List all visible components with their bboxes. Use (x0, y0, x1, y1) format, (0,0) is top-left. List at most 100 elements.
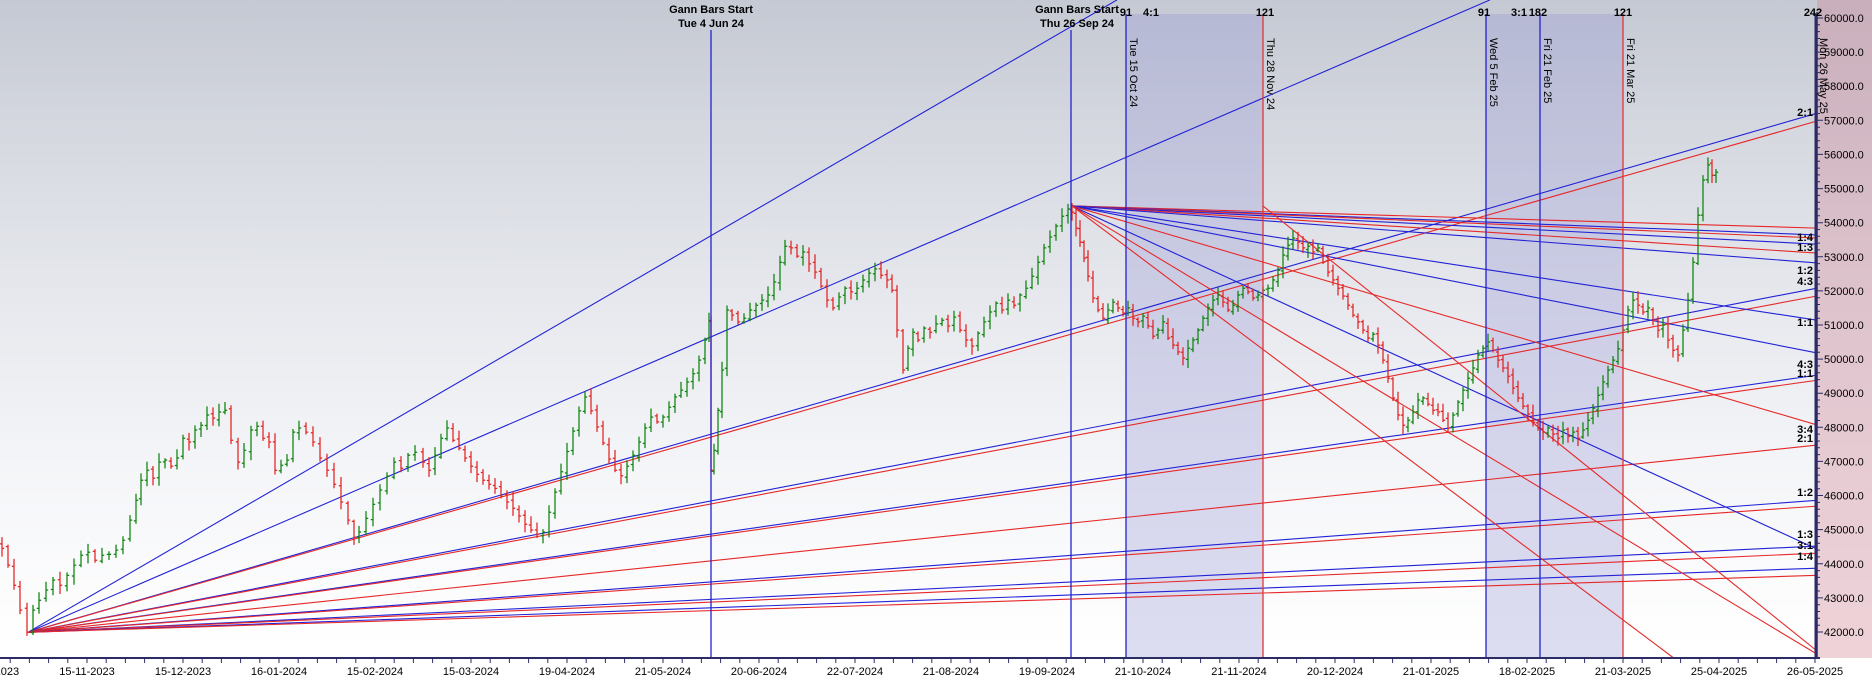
gann-fan-line-1-1[interactable] (27, 379, 1818, 633)
y-axis-price-label: 49000.0 (1824, 388, 1864, 400)
labels-layer: Gann Bars Start Tue 4 Jun 24 Gann Bars Sta… (0, 4, 1864, 678)
gann-fan-line-1-3[interactable] (1071, 205, 1818, 239)
x-axis-date-label: 21-08-2024 (923, 666, 979, 678)
cycle-bands-layer (1126, 0, 1872, 658)
y-axis-price-label: 48000.0 (1824, 422, 1864, 434)
y-axis-price-label: 51000.0 (1824, 320, 1864, 332)
gann-fan-line-1-4[interactable] (27, 574, 1818, 633)
x-axis-date-label: 21-10-2024 (1115, 666, 1171, 678)
gann-fan-line-1-3[interactable] (1071, 205, 1818, 245)
cycle-count-label: 91 (1120, 7, 1132, 19)
y-axis-price-label: 44000.0 (1824, 559, 1864, 571)
cycle-count-label: 4:1 (1143, 7, 1159, 19)
x-axis-date-label: 16-01-2024 (251, 666, 307, 678)
cycle-count-label: 3:1 (1511, 7, 1527, 19)
gann-bars-start-title: Gann Bars Start (1035, 4, 1119, 16)
ohlc-bars-down (0, 159, 1715, 636)
gann-fan-line-1-2[interactable] (27, 505, 1818, 633)
x-axis-date-label: 26-05-2025 (1787, 666, 1843, 678)
gann-fan-line-4-3[interactable] (27, 287, 1818, 633)
x-axis-date-label: 15-12-2023 (155, 666, 211, 678)
gann-fan-line-1-3[interactable] (27, 545, 1818, 633)
gann-ratio-label: 1:1 (1797, 317, 1813, 329)
gann-ratio-label: 1:3 (1797, 242, 1813, 254)
x-axis-date-label: 21-01-2025 (1403, 666, 1459, 678)
x-axis-date-label: 25-04-2025 (1691, 666, 1747, 678)
y-axis-price-label: 45000.0 (1824, 525, 1864, 537)
x-axis-date-label: 20-12-2024 (1307, 666, 1363, 678)
y-axis-price-label: 54000.0 (1824, 218, 1864, 230)
cycle-count-label: 121 (1614, 7, 1632, 19)
cycle-date-label: Fri 21 Mar 25 (1624, 38, 1636, 103)
gann-fan-line-2-1[interactable] (27, 120, 1818, 633)
x-axis-date-label: 15-03-2024 (443, 666, 499, 678)
cycle-count-label: 91 (1478, 7, 1490, 19)
gann-fan-line-1-3[interactable] (27, 552, 1818, 633)
y-axis-price-label: 57000.0 (1824, 115, 1864, 127)
gann-ratio-label: 3:1 (1797, 540, 1813, 552)
cycle-vertical-lines-layer[interactable] (710, 14, 1818, 658)
y-axis-price-label: 46000.0 (1824, 491, 1864, 503)
x-axis-date-label: 18-02-2025 (1499, 666, 1555, 678)
gann-fan-line-1-4[interactable] (1071, 205, 1818, 229)
x-axis-date-label: 21-11-2024 (1211, 666, 1266, 678)
time-cycle-band (1486, 14, 1623, 658)
gann-ratio-label: 1:4 (1797, 232, 1814, 244)
gann-ratio-label: 4:3 (1797, 359, 1813, 371)
gann-fan-line-4-3[interactable] (27, 295, 1818, 633)
x-axis-date-label: 19-09-2024 (1019, 666, 1075, 678)
gann-fan-line-2-1[interactable] (27, 112, 1818, 633)
x-axis-date-label: 19-04-2024 (539, 666, 595, 678)
gann-fan-line-steep[interactable] (1071, 205, 1675, 658)
gann-ratio-label: 1:2 (1797, 265, 1813, 277)
cycle-count-label: 182 (1529, 7, 1547, 19)
gann-fan-line-1-2[interactable] (27, 499, 1818, 633)
x-axis-date-label: 15-02-2024 (347, 666, 403, 678)
gann-bars-start-title: Gann Bars Start (669, 4, 753, 16)
x-axis-date-label: 20-06-2024 (731, 666, 787, 678)
y-axis-price-label: 58000.0 (1824, 81, 1864, 93)
y-axis-price-label: 43000.0 (1824, 593, 1864, 605)
gann-fan-line-2-1[interactable] (1071, 205, 1818, 426)
x-axis-date-label: 21-05-2024 (635, 666, 691, 678)
y-axis-price-label: 42000.0 (1824, 627, 1864, 639)
y-axis-price-label: 59000.0 (1824, 47, 1864, 59)
y-axis-ticks (1817, 17, 1823, 633)
gann-fan-lines-layer[interactable] (27, 0, 1818, 658)
gann-fan-line-1-4[interactable] (27, 567, 1818, 633)
gann-fan-line-1-1[interactable] (27, 374, 1818, 633)
gann-fan-line-1-2[interactable] (1071, 205, 1818, 264)
gann-fan-line-3-4[interactable] (27, 444, 1818, 633)
y-axis-price-label: 50000.0 (1824, 354, 1864, 366)
cycle-date-label: Thu 28 Nov 24 (1264, 38, 1276, 110)
gann-ratio-label: 1:4 (1797, 551, 1814, 563)
cycle-date-label: Fri 21 Feb 25 (1541, 38, 1553, 103)
time-cycle-band (1126, 14, 1263, 658)
gann-ratio-label: 4:3 (1797, 276, 1813, 288)
y-axis-price-label: 47000.0 (1824, 456, 1864, 468)
gann-fan-line-4-1[interactable] (1071, 205, 1818, 655)
cycle-date-label: Wed 5 Feb 25 (1487, 38, 1499, 107)
cycle-count-label: 121 (1256, 7, 1274, 19)
gann-fan-line-1-2[interactable] (1071, 205, 1818, 254)
gann-fan-line-3-1[interactable] (1071, 205, 1818, 550)
y-axis-price-label: 56000.0 (1824, 149, 1864, 161)
gann-fan-line-4-1[interactable] (27, 0, 1118, 633)
axes-layer (0, 12, 1823, 663)
x-axis-date-label: 21-03-2025 (1595, 666, 1651, 678)
gann-fan-line-3-1[interactable] (27, 0, 1491, 633)
gann-ratio-label: 1:1 (1797, 368, 1813, 380)
cycle-date-label: Mon 26 May 25 (1817, 38, 1829, 114)
cycle-date-label: Tue 15 Oct 24 (1127, 38, 1139, 107)
y-axis-price-label: 55000.0 (1824, 184, 1864, 196)
gann-bars-start-date: Thu 26 Sep 24 (1040, 18, 1115, 30)
gann-fan-line-4-3[interactable] (1071, 205, 1818, 354)
y-axis-price-label: 53000.0 (1824, 252, 1864, 264)
gann-ratio-label: 1:3 (1797, 529, 1813, 541)
gann-ratio-label: 2:1 (1797, 433, 1813, 445)
gann-ratio-label: 2:1 (1797, 107, 1813, 119)
x-axis-date-label: 16-10-2023 (0, 666, 19, 678)
gann-bars-start-date: Tue 4 Jun 24 (678, 18, 745, 30)
